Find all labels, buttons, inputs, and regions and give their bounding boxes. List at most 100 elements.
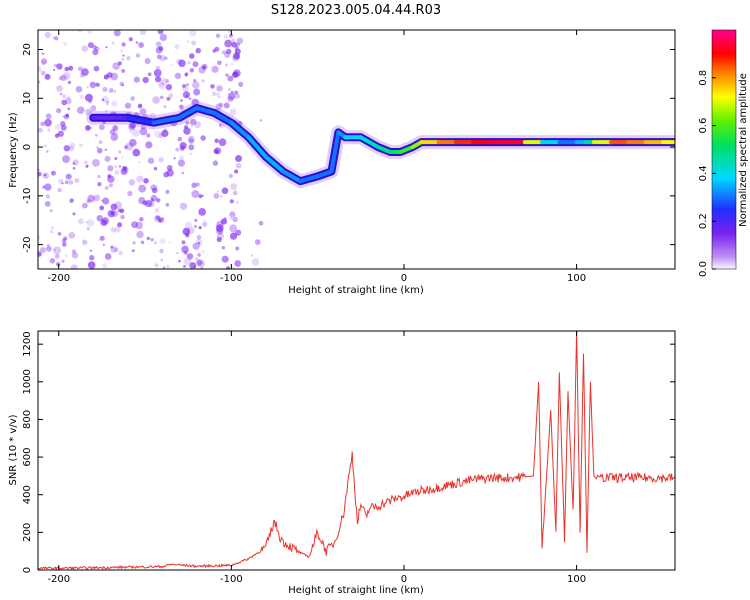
spectrogram-noise-speck bbox=[68, 146, 74, 152]
spectrogram-noise-speck bbox=[144, 199, 153, 208]
spectrogram-noise-speck bbox=[92, 49, 99, 56]
spectrogram-noise-speck bbox=[102, 95, 109, 103]
spectrogram-noise-speck bbox=[102, 86, 108, 93]
spectrogram-noise-speck bbox=[184, 73, 188, 77]
spectrogram-noise-speck bbox=[129, 130, 133, 134]
spectrogram-noise-speck bbox=[197, 260, 206, 268]
spectrogram-noise-speck bbox=[122, 54, 125, 57]
spectrogram-noise-speck bbox=[121, 68, 126, 73]
spectrogram-noise-speck bbox=[230, 183, 238, 190]
snr-line bbox=[38, 331, 675, 570]
spectrogram-noise-speck bbox=[45, 245, 52, 252]
spectrogram-noise-speck bbox=[68, 231, 76, 239]
spectrogram-noise-speck bbox=[105, 109, 108, 113]
spectrogram-noise-speck bbox=[193, 265, 196, 269]
spectrogram-noise-speck bbox=[89, 254, 95, 261]
spectrogram-noise-speck bbox=[61, 259, 65, 263]
spectrogram-noise-speck bbox=[181, 171, 185, 175]
spectrogram-noise-speck bbox=[99, 205, 105, 211]
spectrogram-noise-speck bbox=[235, 200, 240, 204]
spectrogram-noise-speck bbox=[189, 30, 197, 37]
spectrogram-noise-speck bbox=[229, 108, 237, 116]
spectrogram-noise-speck bbox=[62, 94, 67, 99]
spectrogram-noise-speck bbox=[159, 95, 164, 100]
spectrogram-trace-segment bbox=[212, 110, 234, 125]
spectrogram-noise-speck bbox=[235, 229, 242, 236]
spectrogram-noise-speck bbox=[147, 157, 155, 164]
spectrogram-noise-speck bbox=[193, 224, 198, 229]
spectrogram-noise-speck bbox=[113, 90, 117, 93]
spectrogram-noise-speck bbox=[69, 198, 74, 203]
spectrogram-noise-speck bbox=[180, 145, 186, 150]
spectrogram-noise-speck bbox=[44, 118, 52, 127]
spectrogram-noise-speck bbox=[221, 50, 227, 55]
spectrogram-noise-speck bbox=[114, 247, 119, 253]
spectrogram-noise-speck bbox=[86, 226, 90, 231]
spectrogram-noise-speck bbox=[89, 81, 97, 89]
spectrogram-trace-segment bbox=[246, 135, 268, 159]
spectrogram-noise-speck bbox=[53, 246, 62, 255]
spectrogram-noise-speck bbox=[60, 124, 67, 131]
spectrogram-noise-speck bbox=[78, 66, 84, 72]
spectrogram-noise-speck bbox=[196, 235, 202, 240]
spectrogram-noise-speck bbox=[191, 182, 198, 188]
spectrogram-noise-speck bbox=[104, 155, 111, 162]
spectrogram-noise-speck bbox=[114, 165, 118, 169]
spectrogram-noise-speck bbox=[235, 154, 243, 162]
spectrogram-noise-speck bbox=[98, 140, 103, 144]
spectrogram-noise-speck bbox=[72, 159, 79, 166]
spectrogram-noise-speck bbox=[236, 37, 244, 45]
spectrogram-noise-speck bbox=[192, 61, 199, 68]
spectrogram-trace-segment bbox=[125, 115, 156, 125]
spectrogram-noise-speck bbox=[47, 128, 51, 132]
spectrogram-noise-speck bbox=[197, 241, 201, 245]
spectrogram-noise-speck bbox=[132, 148, 141, 157]
spectrogram-noise-speck bbox=[113, 30, 121, 37]
spectrogram-noise-speck bbox=[38, 251, 42, 257]
spectrogram-noise-speck bbox=[65, 173, 72, 180]
spectrogram-y-tick-label: 20 bbox=[22, 43, 33, 56]
spectrogram-noise-speck bbox=[105, 101, 110, 106]
spectrogram-noise-speck bbox=[194, 257, 199, 261]
spectrogram-noise-speck bbox=[138, 184, 147, 193]
spectrogram-noise-speck bbox=[224, 39, 233, 48]
spectrogram-noise-speck bbox=[174, 72, 182, 80]
spectrogram-noise-speck bbox=[218, 122, 225, 129]
spectrogram-noise-speck bbox=[154, 208, 160, 213]
spectrogram-noise-speck bbox=[108, 183, 113, 188]
spectrogram-noise-speck bbox=[104, 185, 109, 190]
spectrogram-noise-speck bbox=[85, 108, 93, 116]
spectrogram-noise-speck bbox=[150, 194, 158, 202]
spectrogram-noise-speck bbox=[63, 41, 68, 46]
spectrogram-noise-speck bbox=[54, 133, 60, 138]
spectrogram-noise-speck bbox=[157, 30, 164, 35]
spectrogram-noise-speck bbox=[234, 260, 242, 267]
spectrogram-noise-speck bbox=[168, 240, 171, 244]
spectrogram-noise-speck bbox=[63, 145, 71, 152]
spectrogram-noise-speck bbox=[101, 217, 110, 225]
spectrogram-noise-speck bbox=[44, 200, 51, 207]
spectrogram-noise-speck bbox=[144, 58, 151, 65]
spectrogram-noise-speck bbox=[85, 164, 89, 168]
spectrogram-noise-speck bbox=[189, 68, 195, 73]
spectrogram-noise-speck bbox=[40, 58, 48, 65]
spectrogram-noise-speck bbox=[108, 88, 114, 93]
spectrogram-noise-speck bbox=[38, 171, 42, 177]
spectrogram-noise-speck bbox=[137, 160, 141, 164]
spectrogram-noise-speck bbox=[146, 133, 151, 138]
spectrogram-noise-speck bbox=[139, 108, 147, 116]
spectrogram-noise-speck bbox=[93, 65, 100, 72]
spectrogram-noise-speck bbox=[214, 138, 219, 143]
spectrogram-noise-speck bbox=[164, 56, 168, 60]
spectrogram-noise-speck bbox=[136, 230, 144, 239]
spectrogram-noise-speck bbox=[41, 52, 45, 56]
spectrogram-noise-speck bbox=[219, 195, 223, 198]
spectrogram-noise-speck bbox=[61, 99, 68, 106]
spectrogram-noise-speck bbox=[42, 172, 49, 179]
spectrogram-noise-speck bbox=[185, 120, 190, 125]
spectrogram-noise-speck bbox=[227, 75, 234, 82]
spectrogram-noise-speck bbox=[56, 85, 63, 92]
spectrogram-noise-speck bbox=[151, 187, 158, 194]
spectrogram-noise-speck bbox=[230, 90, 234, 94]
snr-panel: -200 -100 0 100 0 200 400 600 800 1000 1200 Heigh… bbox=[8, 330, 676, 596]
